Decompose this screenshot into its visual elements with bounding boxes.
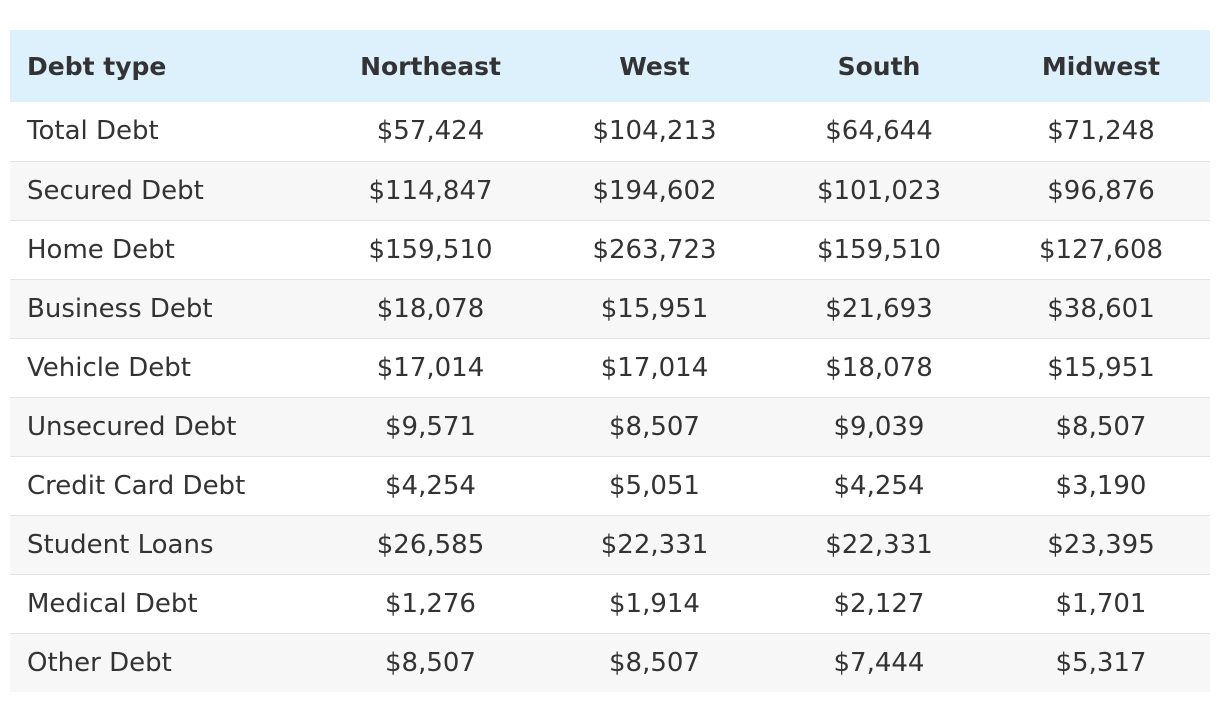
header-debt-type: Debt type (27, 51, 167, 81)
cell-south: $4,254 (833, 470, 925, 501)
table-row: Medical Debt $1,276 $1,914 $2,127 $1,701 (10, 574, 1210, 633)
row-label: Student Loans (27, 529, 214, 560)
cell-south: $21,693 (825, 293, 933, 324)
cell-south: $18,078 (825, 352, 933, 383)
cell-midwest: $71,248 (1047, 116, 1155, 147)
table-row: Home Debt $159,510 $263,723 $159,510 $12… (10, 220, 1210, 279)
header-midwest: Midwest (1041, 51, 1161, 81)
cell-west: $263,723 (592, 234, 717, 265)
row-label: Business Debt (27, 293, 213, 324)
cell-northeast: $1,276 (385, 588, 476, 619)
table-row: Other Debt $8,507 $8,507 $7,444 $5,317 (10, 633, 1210, 692)
cell-northeast: $114,847 (368, 175, 493, 206)
cell-midwest: $96,876 (1047, 175, 1155, 206)
table-body: Total Debt $57,424 $104,213 $64,644 $71,… (10, 102, 1210, 692)
cell-midwest: $3,190 (1055, 470, 1147, 501)
row-label: Unsecured Debt (27, 411, 237, 442)
cell-west: $194,602 (592, 175, 717, 206)
header-row: Debt type Northeast West South Midwest (10, 30, 1210, 102)
cell-northeast: $57,424 (376, 116, 485, 147)
cell-south: $159,510 (816, 234, 942, 265)
cell-northeast: $26,585 (376, 529, 485, 560)
cell-northeast: $8,507 (385, 647, 476, 678)
cell-west: $22,331 (600, 529, 709, 560)
cell-south: $2,127 (833, 588, 925, 619)
row-label: Medical Debt (27, 588, 198, 619)
cell-west: $8,507 (609, 647, 700, 678)
cell-south: $101,023 (816, 175, 942, 206)
debt-by-region-table: Debt type Northeast West South Midwest T… (10, 30, 1210, 692)
cell-northeast: $159,510 (368, 234, 493, 265)
cell-midwest: $5,317 (1055, 647, 1147, 678)
cell-west: $8,507 (609, 411, 700, 442)
cell-west: $15,951 (600, 293, 709, 324)
table-row: Credit Card Debt $4,254 $5,051 $4,254 $3… (10, 456, 1210, 515)
cell-midwest: $23,395 (1047, 529, 1155, 560)
row-label: Total Debt (27, 116, 159, 147)
cell-midwest: $38,601 (1047, 293, 1155, 324)
cell-northeast: $4,254 (385, 470, 476, 501)
cell-south: $9,039 (833, 411, 925, 442)
cell-west: $17,014 (600, 352, 709, 383)
header-west: West (619, 51, 690, 81)
cell-south: $64,644 (825, 116, 933, 147)
table-row: Unsecured Debt $9,571 $8,507 $9,039 $8,5… (10, 397, 1210, 456)
header-south: South (837, 51, 921, 81)
row-label: Other Debt (27, 647, 172, 678)
table-row: Vehicle Debt $17,014 $17,014 $18,078 $15… (10, 338, 1210, 397)
row-label: Vehicle Debt (27, 352, 191, 383)
table-row: Secured Debt $114,847 $194,602 $101,023 … (10, 161, 1210, 220)
header-northeast: Northeast (360, 51, 501, 81)
table-row: Total Debt $57,424 $104,213 $64,644 $71,… (10, 102, 1210, 161)
cell-south: $7,444 (833, 647, 925, 678)
cell-west: $104,213 (592, 116, 717, 147)
cell-northeast: $18,078 (376, 293, 485, 324)
cell-midwest: $8,507 (1055, 411, 1147, 442)
row-label: Credit Card Debt (27, 470, 246, 501)
table-header: Debt type Northeast West South Midwest (10, 30, 1210, 102)
row-label: Home Debt (27, 234, 175, 265)
cell-midwest: $15,951 (1047, 352, 1155, 383)
cell-south: $22,331 (825, 529, 933, 560)
table-row: Student Loans $26,585 $22,331 $22,331 $2… (10, 515, 1210, 574)
cell-west: $5,051 (609, 470, 700, 501)
cell-northeast: $9,571 (385, 411, 476, 442)
cell-northeast: $17,014 (376, 352, 485, 383)
cell-midwest: $127,608 (1038, 234, 1164, 265)
cell-midwest: $1,701 (1055, 588, 1147, 619)
table-row: Business Debt $18,078 $15,951 $21,693 $3… (10, 279, 1210, 338)
cell-west: $1,914 (609, 588, 700, 619)
row-label: Secured Debt (27, 175, 204, 206)
